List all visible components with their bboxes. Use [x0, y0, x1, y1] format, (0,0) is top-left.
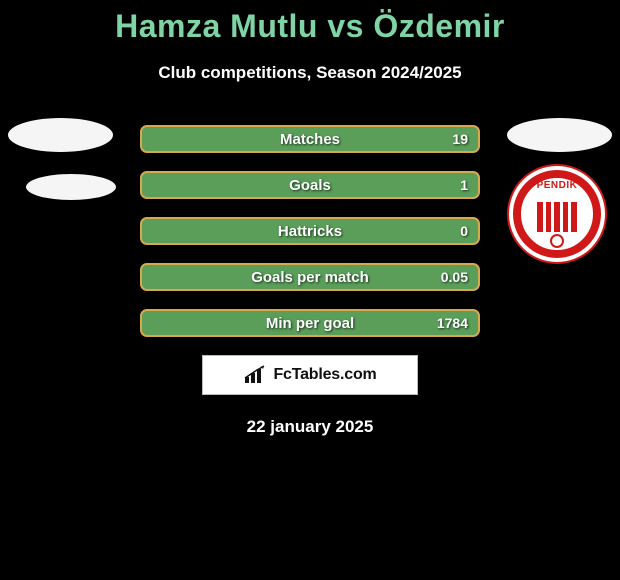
fctables-watermark: FcTables.com — [202, 355, 418, 395]
stat-value: 0 — [460, 223, 468, 239]
stat-row-goals-per-match: Goals per match 0.05 — [140, 263, 480, 291]
page-title: Hamza Mutlu vs Özdemir — [0, 0, 620, 45]
stat-label: Matches — [280, 131, 340, 148]
stat-value: 1784 — [437, 315, 468, 331]
stat-label: Goals per match — [251, 269, 369, 286]
stat-row-goals: Goals 1 — [140, 171, 480, 199]
stat-row-hattricks: Hattricks 0 — [140, 217, 480, 245]
stat-value: 0.05 — [441, 269, 468, 285]
stats-table: Matches 19 Goals 1 Hattricks 0 Goals per… — [0, 125, 620, 337]
stat-value: 19 — [452, 131, 468, 147]
stat-row-matches: Matches 19 — [140, 125, 480, 153]
stat-label: Min per goal — [266, 315, 354, 332]
stat-row-min-per-goal: Min per goal 1784 — [140, 309, 480, 337]
date-text: 22 january 2025 — [0, 417, 620, 437]
page-subtitle: Club competitions, Season 2024/2025 — [0, 63, 620, 83]
stat-label: Goals — [289, 177, 331, 194]
fctables-label: FcTables.com — [273, 366, 376, 384]
stat-value: 1 — [460, 177, 468, 193]
bars-icon — [243, 365, 269, 385]
stat-label: Hattricks — [278, 223, 342, 240]
